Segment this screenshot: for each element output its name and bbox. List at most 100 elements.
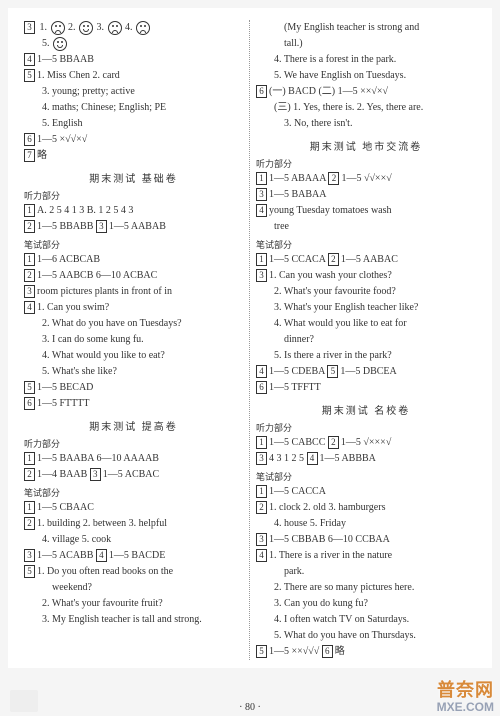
answer-text: 1—5 √√××√ <box>341 173 391 184</box>
item-num: 6 <box>24 397 35 410</box>
answer-text: 2. What do you have on Tuesdays? <box>24 316 243 332</box>
watermark: 普奈网 MXE.COM <box>437 681 494 714</box>
answer-text: 1—5 ××√√√ <box>269 646 319 657</box>
answer-text: 5. What's she like? <box>24 364 243 380</box>
answer-text: 2. What's your favourite fruit? <box>24 596 243 612</box>
answer-row: 11—5 CCACA 21—5 AABAC <box>256 252 476 268</box>
answer-text: 1—5 √×××√ <box>341 437 391 448</box>
answer-text: 2. There are so many pictures here. <box>256 580 476 596</box>
item-num: 5 <box>24 565 35 578</box>
answer-text: 4. house 5. Friday <box>256 516 476 532</box>
item-num: 3 <box>90 468 101 481</box>
item-num: 2 <box>24 517 35 530</box>
sad-face-icon <box>51 21 65 35</box>
subsection-label: 笔试部分 <box>256 238 476 251</box>
answer-row: 34 3 1 2 5 41—5 ABBBA <box>256 451 476 467</box>
section-title: 期末测试 名校卷 <box>256 402 476 417</box>
label: 1. <box>40 22 48 33</box>
logo-icon <box>10 690 38 712</box>
section-title: 期末测试 基础卷 <box>24 170 243 185</box>
item-num: 2 <box>328 253 339 266</box>
answer-text: 1—5 AABAC <box>341 254 398 265</box>
answer-row: 11—5 BAABA 6—10 AAAAB <box>24 451 243 467</box>
answer-text: room pictures plants in front of in <box>37 286 172 297</box>
answer-text: 1—5 CBAAC <box>37 502 94 513</box>
answer-text: 4. I often watch TV on Saturdays. <box>256 612 476 628</box>
answer-row: 51—5 BECAD <box>24 380 243 396</box>
answer-text: 1. Can you swim? <box>37 302 109 313</box>
item-num: 4 <box>96 549 107 562</box>
answer-row: 11—5 CACCA <box>256 484 476 500</box>
row-faces-1: 3 1. 2. 3. 4. <box>24 20 243 36</box>
subsection-label: 听力部分 <box>256 157 476 170</box>
answer-text: 1—5 TFFTT <box>269 382 321 393</box>
answer-text: 1. Miss Chen 2. card <box>37 70 120 81</box>
answer-row: 61—5 TFFTT <box>256 380 476 396</box>
answer-row: 7略 <box>24 148 243 164</box>
answer-text: 3. My English teacher is tall and strong… <box>24 612 243 628</box>
answer-text: 1—5 CABCC <box>269 437 325 448</box>
row-faces-2: 5. <box>24 36 243 52</box>
answer-row: 31—5 BABAA <box>256 187 476 203</box>
answer-text: 3. What's your English teacher like? <box>256 300 476 316</box>
answer-text: dinner? <box>256 332 476 348</box>
answer-row: 6(一) BACD (二) 1—5 ××√×√ <box>256 84 476 100</box>
item-num: 3 <box>24 285 35 298</box>
item-num: 1 <box>256 253 267 266</box>
answer-text: 略 <box>335 646 345 657</box>
answer-text: tree <box>256 219 476 235</box>
item-num: 2 <box>328 436 339 449</box>
label: 4. <box>125 22 133 33</box>
item-num: 4 <box>24 53 35 66</box>
item-num: 4 <box>256 365 267 378</box>
item-num: 2 <box>24 220 35 233</box>
answer-text: 5. Is there a river in the park? <box>256 348 476 364</box>
item-num: 4 <box>307 452 318 465</box>
answer-row: 4young Tuesday tomatoes wash <box>256 203 476 219</box>
answer-row: 11—5 CBAAC <box>24 500 243 516</box>
item-num: 2 <box>256 501 267 514</box>
answer-text: 1—5 CDEBA <box>269 366 325 377</box>
item-num: 5 <box>24 69 35 82</box>
item-num: 3 <box>24 21 35 34</box>
happy-face-icon <box>79 21 93 35</box>
answer-text: 4. There is a forest in the park. <box>256 52 476 68</box>
answer-text: 1—5 AABAB <box>109 221 166 232</box>
item-num: 2 <box>328 172 339 185</box>
answer-text: 3. young; pretty; active <box>24 84 243 100</box>
label: 3. <box>97 22 105 33</box>
subsection-label: 笔试部分 <box>24 238 243 251</box>
answer-text: park. <box>256 564 476 580</box>
answer-text: 1. building 2. between 3. helpful <box>37 518 167 529</box>
answer-text: 1—5 AABCB 6—10 ACBAC <box>37 270 157 281</box>
answer-text: 3. Can you do kung fu? <box>256 596 476 612</box>
answer-row: 31—5 CBBAB 6—10 CCBAA <box>256 532 476 548</box>
item-num: 5 <box>24 381 35 394</box>
item-num: 3 <box>256 188 267 201</box>
answer-text: (My English teacher is strong and <box>256 20 476 36</box>
item-num: 3 <box>256 269 267 282</box>
item-num: 1 <box>256 485 267 498</box>
item-num: 3 <box>24 549 35 562</box>
item-num: 4 <box>256 549 267 562</box>
answer-row: 41—5 BBAAB <box>24 52 243 68</box>
item-num: 5 <box>256 645 267 658</box>
answer-text: 1. Do you often read books on the <box>37 566 173 577</box>
answer-text: 1—5 CBBAB 6—10 CCBAA <box>269 534 390 545</box>
item-num: 1 <box>256 172 267 185</box>
item-num: 1 <box>24 452 35 465</box>
item-num: 6 <box>256 85 267 98</box>
answer-text: 1—5 ABBBA <box>320 453 376 464</box>
item-num: 6 <box>322 645 333 658</box>
answer-text: 5. English <box>24 116 243 132</box>
answer-text: 1—6 ACBCAB <box>37 254 100 265</box>
answer-text: 2. What's your favourite food? <box>256 284 476 300</box>
answer-text: A. 2 5 4 1 3 B. 1 2 5 4 3 <box>37 205 133 216</box>
item-num: 3 <box>96 220 107 233</box>
item-num: 1 <box>256 436 267 449</box>
watermark-title: 普奈网 <box>437 681 494 701</box>
label: 5. <box>42 38 50 49</box>
answer-text: 1—5 BAABA 6—10 AAAAB <box>37 453 159 464</box>
right-column: (My English teacher is strong and tall.)… <box>250 20 482 660</box>
answer-text: 3. No, there isn't. <box>256 116 476 132</box>
